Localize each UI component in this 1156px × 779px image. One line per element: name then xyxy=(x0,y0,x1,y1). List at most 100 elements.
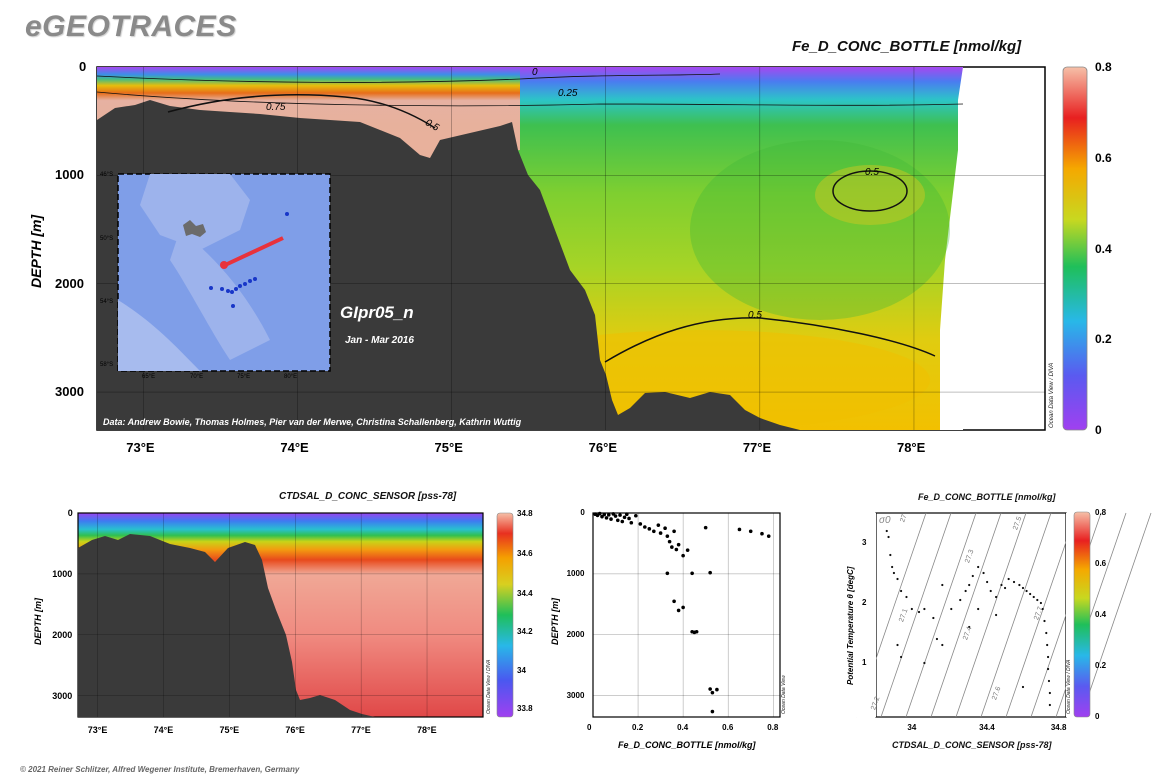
scatter-point xyxy=(977,607,980,611)
x-tick-label: 34.8 xyxy=(1050,723,1067,732)
y-tick-label: 1000 xyxy=(55,167,84,183)
scatter-point xyxy=(710,709,715,714)
scatter-point xyxy=(905,595,908,599)
isopycnal-line xyxy=(1005,512,1077,718)
scatter-point xyxy=(600,514,604,519)
odv-watermark: Ocean Data View / DIVA xyxy=(1066,659,1072,714)
isopycnal-line xyxy=(980,512,1052,718)
scatter-point xyxy=(971,574,974,578)
scatter-point xyxy=(627,516,631,521)
x-tick-label: 76°E xyxy=(285,725,305,735)
inset-lon-1: 65°E xyxy=(142,374,156,380)
scatter-point xyxy=(629,520,634,525)
isopycnal-line xyxy=(1080,512,1152,718)
scatter-point xyxy=(676,608,681,613)
ts-colorbar-tick: 0.2 xyxy=(1095,661,1107,670)
y-tick-label: 1000 xyxy=(566,568,585,578)
salinity-colorbar xyxy=(496,512,514,718)
inset-lon-4: 80°E xyxy=(284,374,298,380)
scatter-point xyxy=(1000,583,1003,587)
scatter-point xyxy=(670,545,674,549)
scatter-point xyxy=(618,513,622,517)
scatter-point xyxy=(658,531,663,535)
scatter-point xyxy=(1036,598,1039,602)
scatter-point xyxy=(748,529,753,534)
ts-x-label: CTDSAL_D_CONC_SENSOR [pss-78] xyxy=(892,740,1052,750)
scatter-point xyxy=(892,571,896,575)
y-tick-label: 0 xyxy=(79,59,87,74)
scatter-point xyxy=(896,643,899,647)
x-tick-label: 76°E xyxy=(588,440,618,455)
inset-lon-2: 70°E xyxy=(190,374,204,380)
sigma-label: σ0 xyxy=(879,515,891,526)
colorbar-tick: 0.2 xyxy=(1095,332,1112,346)
odv-watermark: Ocean Data View / DIVA xyxy=(1049,362,1055,428)
scatter-point xyxy=(681,605,685,610)
ts-y-label: Potential Temperature θ [degC] xyxy=(846,566,855,685)
period-label: Jan - Mar 2016 xyxy=(345,335,414,346)
scatter-point xyxy=(602,512,607,517)
scatter-point xyxy=(1045,631,1048,635)
ts-title: Fe_D_CONC_BOTTLE [nmol/kg] xyxy=(918,492,1056,502)
colorbar-tick: 0.8 xyxy=(1095,60,1112,74)
scatter-point xyxy=(710,690,715,695)
salinity-colorbar-tick: 33.8 xyxy=(517,704,533,713)
scatter-point xyxy=(703,525,708,530)
scatter-point xyxy=(1021,685,1025,689)
scatter-point xyxy=(643,525,647,529)
scatter-point xyxy=(935,637,939,641)
main-title: Fe_D_CONC_BOTTLE [nmol/kg] xyxy=(792,38,1022,55)
odv-watermark: Ocean Data View / DIVA xyxy=(486,659,492,714)
scatter-point xyxy=(667,539,672,544)
x-tick-label: 0.2 xyxy=(632,723,644,732)
ts-colorbar-tick: 0 xyxy=(1095,712,1100,721)
scatter-point xyxy=(899,655,903,659)
scatter-point xyxy=(694,629,699,634)
scatter-point xyxy=(672,529,676,534)
isopycnal-line xyxy=(905,512,977,718)
scatter-y-label: DEPTH [m] xyxy=(550,598,560,645)
scatter-point xyxy=(604,516,609,520)
colorbar-tick: 0.4 xyxy=(1095,242,1112,256)
scatter-point xyxy=(885,529,888,533)
scatter-point xyxy=(1003,586,1007,590)
odv-watermark: Ocean Data View xyxy=(781,675,787,714)
ts-colorbar-tick: 0.8 xyxy=(1095,508,1107,517)
scatter-point xyxy=(737,527,742,532)
scatter-point xyxy=(611,512,616,516)
scatter-point xyxy=(665,534,670,538)
scatter-point xyxy=(977,565,980,569)
scatter-point xyxy=(1032,595,1035,599)
scatter-point xyxy=(760,531,764,536)
salinity-colorbar-tick: 34.2 xyxy=(517,627,533,636)
scatter-point xyxy=(634,513,638,518)
x-tick-label: 78°E xyxy=(896,440,926,455)
x-tick-label: 74°E xyxy=(153,725,174,735)
scatter-point xyxy=(986,580,989,584)
scatter-point xyxy=(663,526,667,531)
ts-colorbar-tick: 0.4 xyxy=(1095,610,1107,619)
scatter-point xyxy=(597,511,602,516)
x-tick-label: 78°E xyxy=(417,725,437,735)
salinity-colorbar-tick: 34.4 xyxy=(517,589,533,598)
scatter-point xyxy=(672,599,676,604)
x-tick-label: 77°E xyxy=(742,440,772,455)
inset-lon-3: 75°E xyxy=(237,374,251,380)
y-tick-label: 3 xyxy=(862,538,867,547)
salinity-y-label: DEPTH [m] xyxy=(33,598,43,645)
cruise-label: GIpr05_n xyxy=(340,303,414,322)
scatter-point xyxy=(1048,703,1051,707)
salinity-colorbar-tick: 34 xyxy=(517,666,526,675)
data-credits: Data: Andrew Bowie, Thomas Holmes, Pier … xyxy=(103,417,522,427)
y-tick-label: 3000 xyxy=(52,690,73,701)
scatter-point xyxy=(968,583,971,587)
scatter-point xyxy=(1046,643,1049,647)
y-tick-label: 2 xyxy=(862,598,867,607)
y-tick-label: 3000 xyxy=(55,384,84,400)
scatter-point xyxy=(652,529,656,534)
main-colorbar xyxy=(1062,66,1088,431)
contour-label: 0 xyxy=(532,67,538,78)
scatter-point xyxy=(964,589,967,593)
y-tick-label: 2000 xyxy=(566,629,585,639)
isopycnal-line xyxy=(955,512,1027,718)
